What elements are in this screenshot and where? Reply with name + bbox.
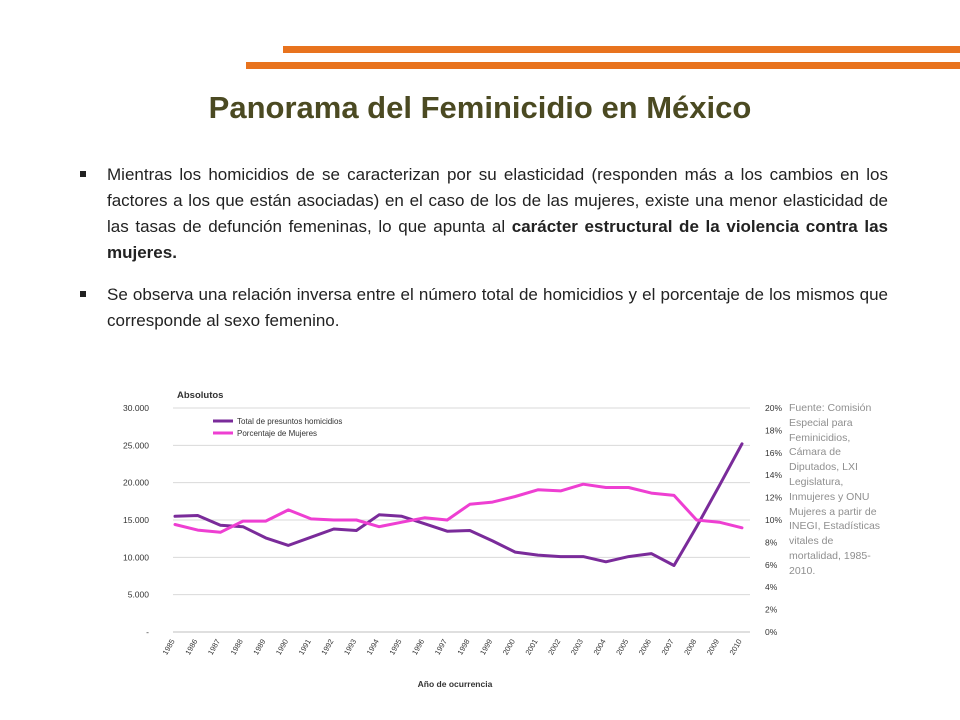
- y-left-tick-label: 15.000: [123, 515, 149, 525]
- y-right-tick-label: 2%: [765, 605, 778, 615]
- x-tick-label: 1995: [387, 638, 403, 657]
- y-left-tick-label: 30.000: [123, 403, 149, 413]
- y-left-tick-label: 20.000: [123, 478, 149, 488]
- homicides-chart: Absolutos - 5.000 10.000 15.000 20.000 25.000…: [105, 378, 885, 698]
- x-tick-label: 2009: [705, 638, 721, 657]
- header-accent-rule-top: [283, 46, 960, 53]
- x-tick-label: 1988: [229, 638, 245, 657]
- bullet-list: Mientras los homicidios de se caracteriz…: [80, 162, 888, 350]
- x-tick-label: 1998: [455, 638, 471, 657]
- x-tick-label: 2000: [501, 638, 517, 657]
- y-right-tick-label: 8%: [765, 537, 778, 547]
- y-right-tick-label: 12%: [765, 493, 782, 503]
- legend-label: Total de presuntos homicidios: [237, 417, 342, 426]
- x-tick-label: 2006: [637, 638, 653, 657]
- x-tick-label: 2001: [523, 638, 539, 657]
- x-tick-label: 2002: [546, 638, 562, 657]
- y-right-tick-label: 10%: [765, 515, 782, 525]
- homicides-series-line: [173, 442, 744, 567]
- y-right-tick-label: 6%: [765, 560, 778, 570]
- x-tick-label: 1991: [297, 638, 313, 657]
- x-tick-label: 1987: [206, 638, 222, 657]
- y-right-tick-label: 4%: [765, 582, 778, 592]
- y-left-tick-label: 25.000: [123, 440, 149, 450]
- bullet-item: Se observa una relación inversa entre el…: [80, 282, 888, 334]
- x-tick-label: 2008: [682, 638, 698, 657]
- y-left-tick-label: 5.000: [128, 590, 150, 600]
- x-tick-label: 1994: [365, 638, 381, 657]
- bullet-text: Se observa una relación inversa entre el…: [107, 285, 888, 330]
- x-axis-title: Año de ocurrencia: [418, 679, 493, 689]
- square-bullet-icon: [80, 171, 86, 177]
- x-tick-label: 2010: [728, 638, 744, 657]
- x-tick-label: 1992: [319, 638, 335, 657]
- y-left-tick-label: -: [146, 627, 149, 637]
- x-tick-label: 1997: [433, 638, 449, 657]
- x-tick-label: 1999: [478, 638, 494, 657]
- header-accent-rule-bottom: [246, 62, 960, 69]
- x-tick-label: 1996: [410, 638, 426, 657]
- square-bullet-icon: [80, 291, 86, 297]
- x-tick-label: 2007: [660, 638, 676, 657]
- x-tick-label: 1986: [183, 638, 199, 657]
- x-tick-label: 2003: [569, 638, 585, 657]
- bullet-item: Mientras los homicidios de se caracteriz…: [80, 162, 888, 266]
- x-tick-label: 1990: [274, 638, 290, 657]
- y-right-tick-label: 16%: [765, 448, 782, 458]
- x-tick-label: 2004: [592, 638, 608, 657]
- x-tick-label: 1985: [161, 638, 177, 657]
- x-tick-label: 1989: [251, 638, 267, 657]
- chart-svg: Absolutos - 5.000 10.000 15.000 20.000 25.000…: [123, 390, 782, 689]
- y-right-tick-label: 0%: [765, 627, 778, 637]
- women-percentage-series-line: [173, 482, 744, 534]
- y-right-tick-label: 14%: [765, 470, 782, 480]
- y-left-tick-label: 10.000: [123, 552, 149, 562]
- bullet-emphasis: carácter estructural de la violencia con…: [107, 217, 888, 262]
- slide-title: Panorama del Feminicidio en México: [208, 90, 752, 125]
- y-right-tick-label: 20%: [765, 403, 782, 413]
- source-note: Fuente: Comisión Especial para Feminicid…: [789, 402, 881, 577]
- legend-label: Porcentaje de Mujeres: [237, 429, 317, 438]
- bullet-text: Mientras los homicidios de se caracteriz…: [107, 165, 888, 236]
- x-tick-label: 2005: [614, 638, 630, 657]
- chart-title: Absolutos: [177, 390, 223, 401]
- x-tick-label: 1993: [342, 638, 358, 657]
- y-right-tick-label: 18%: [765, 425, 782, 435]
